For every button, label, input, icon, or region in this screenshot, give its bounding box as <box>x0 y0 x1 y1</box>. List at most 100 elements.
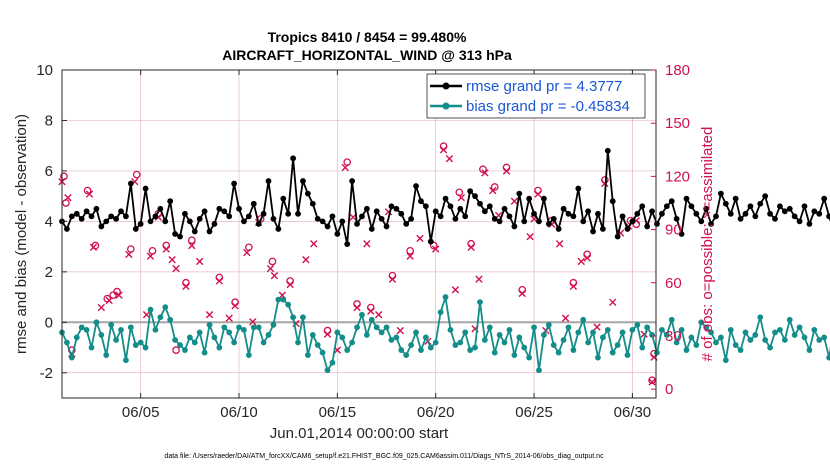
bias-point <box>806 347 813 353</box>
rmse-point <box>408 215 415 222</box>
obs-assimilated-stroke <box>249 318 257 326</box>
rmse-point <box>418 198 424 205</box>
rmse-point <box>275 226 282 232</box>
bias-point <box>634 321 641 328</box>
bias-point <box>295 339 301 346</box>
bias-point <box>737 347 744 353</box>
legend-bias-marker <box>442 102 450 110</box>
rmse-point <box>762 193 769 200</box>
rmse-point <box>634 210 641 217</box>
bias-point <box>447 326 454 333</box>
obs-assimilated-point <box>648 378 656 386</box>
obs-assimilated-stroke <box>302 256 310 264</box>
rmse-point <box>211 221 218 227</box>
bias-point <box>393 334 400 341</box>
bias-point <box>191 339 198 346</box>
rmse-point <box>142 185 149 192</box>
bias-point <box>477 299 483 306</box>
rmse-point <box>270 215 277 222</box>
obs-assimilated-point <box>510 197 519 205</box>
bias-point <box>118 326 124 333</box>
bias-point <box>250 324 257 331</box>
legend-rmse-label: rmse grand pr = 4.3777 <box>466 78 622 95</box>
obs-assimilated-point <box>146 252 155 260</box>
rmse-point <box>575 185 582 192</box>
rmse-point <box>329 213 336 220</box>
bias-point <box>467 347 474 353</box>
bias-point <box>137 339 144 346</box>
rmse-point <box>599 226 606 232</box>
obs-assimilated-stroke <box>457 193 465 202</box>
rmse-point <box>693 210 700 217</box>
bias-point <box>693 342 700 348</box>
bias-point <box>359 311 365 318</box>
bias-point <box>260 339 267 346</box>
bias-point <box>270 321 277 328</box>
obs-assimilated-stroke <box>105 296 113 305</box>
rmse-point <box>781 208 788 215</box>
rmse-point <box>83 208 90 215</box>
rmse-point <box>226 213 233 220</box>
bias-point <box>708 329 714 336</box>
rmse-point <box>826 213 830 220</box>
obs-assimilated-stroke <box>188 241 196 250</box>
bias-point <box>418 347 424 353</box>
rmse-point <box>501 205 508 212</box>
rmse-point <box>521 218 528 225</box>
obs-assimilated-point <box>215 277 224 285</box>
rmse-point <box>137 221 144 227</box>
obs-assimilated-point <box>481 169 489 177</box>
obs-assimilated-point <box>609 298 617 306</box>
bias-point <box>688 334 695 341</box>
rmse-point <box>403 221 410 227</box>
y2-tick-label: 30 <box>665 328 682 345</box>
bias-point <box>762 337 769 343</box>
rmse-point <box>103 218 110 225</box>
rmse-point <box>108 213 115 220</box>
rmse-point <box>73 210 80 217</box>
rmse-point <box>555 226 562 232</box>
rmse-point <box>673 215 680 222</box>
rmse-point <box>236 205 242 212</box>
bias-point <box>186 334 193 341</box>
bias-point <box>157 314 164 321</box>
bias-point <box>801 334 808 341</box>
bias-point <box>826 354 830 361</box>
bias-point <box>777 326 783 333</box>
bias-point <box>437 309 444 316</box>
bias-point <box>162 304 169 311</box>
rmse-point <box>177 233 183 240</box>
rmse-point <box>649 208 655 215</box>
bias-point <box>422 334 429 341</box>
rmse-point <box>157 205 164 212</box>
rmse-point <box>285 210 292 217</box>
rmse-point <box>309 200 316 207</box>
plot-frame <box>61 69 657 399</box>
obs-assimilated-stroke <box>510 197 519 205</box>
rmse-point <box>732 195 739 202</box>
obs-assimilated-stroke <box>353 303 361 312</box>
rmse-point <box>654 221 660 227</box>
bias-point <box>142 344 149 351</box>
rmse-point <box>491 215 498 222</box>
bias-point <box>580 316 587 323</box>
bias-point <box>673 339 680 346</box>
obs-assimilated-point <box>205 310 214 319</box>
obs-assimilated-point <box>302 256 310 264</box>
obs-possible-point <box>268 257 277 266</box>
obs-assimilated-stroke <box>323 330 332 338</box>
rmse-point <box>452 215 459 222</box>
rmse-point <box>604 147 611 154</box>
y-tick-label: -2 <box>40 365 53 382</box>
rmse-point <box>585 208 592 215</box>
obs-assimilated-stroke <box>205 310 214 319</box>
rmse-point <box>472 193 478 200</box>
obs-assimilated-point <box>249 318 257 326</box>
obs-assimilated-stroke <box>445 154 454 163</box>
rmse-point <box>467 188 474 195</box>
obs-assimilated-stroke <box>609 298 617 306</box>
rmse-point <box>511 223 518 230</box>
obs-assimilated-stroke <box>162 245 170 253</box>
rmse-point <box>280 195 287 202</box>
rmse-point <box>295 210 301 217</box>
